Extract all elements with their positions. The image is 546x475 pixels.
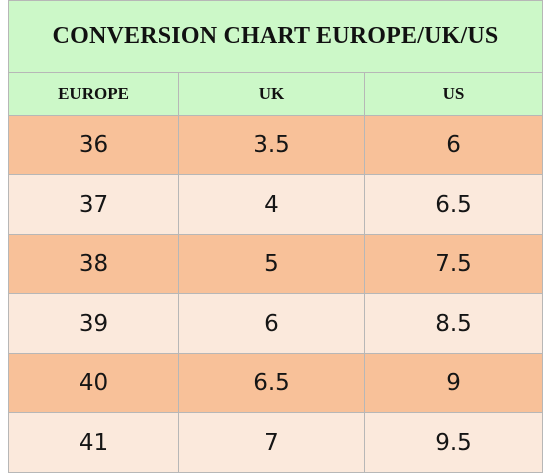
header-row: EUROPE UK US: [8, 71, 544, 116]
cell-uk: 6: [178, 293, 365, 354]
cell-uk: 3.5: [178, 114, 365, 176]
cell-europe: 39: [8, 293, 179, 354]
cell-us: 7.5: [363, 233, 544, 295]
table-row: 39 6 8.5: [8, 293, 544, 354]
cell-us: 9.5: [363, 412, 544, 473]
column-header-europe: EUROPE: [8, 71, 179, 116]
column-header-us: US: [363, 71, 544, 116]
table-row: 40 6.5 9: [8, 352, 544, 414]
cell-uk: 7: [178, 412, 365, 473]
cell-us: 6: [363, 114, 544, 176]
table-row: 36 3.5 6: [8, 114, 544, 176]
cell-uk: 4: [178, 174, 365, 235]
cell-uk: 6.5: [178, 352, 365, 414]
cell-us: 6.5: [363, 174, 544, 235]
chart-title: CONVERSION CHART EUROPE/UK/US: [7, 0, 544, 73]
cell-europe: 41: [8, 412, 179, 473]
conversion-chart-table: CONVERSION CHART EUROPE/UK/US EUROPE UK …: [7, 0, 544, 473]
cell-europe: 38: [8, 233, 179, 295]
table-row: 37 4 6.5: [8, 174, 544, 235]
title-row: CONVERSION CHART EUROPE/UK/US: [7, 0, 544, 73]
column-header-uk: UK: [178, 71, 365, 116]
cell-us: 8.5: [363, 293, 544, 354]
cell-europe: 37: [8, 174, 179, 235]
table-row: 41 7 9.5: [8, 412, 544, 473]
cell-europe: 40: [8, 352, 179, 414]
cell-europe: 36: [8, 114, 179, 176]
table-row: 38 5 7.5: [8, 233, 544, 295]
cell-us: 9: [363, 352, 544, 414]
cell-uk: 5: [178, 233, 365, 295]
